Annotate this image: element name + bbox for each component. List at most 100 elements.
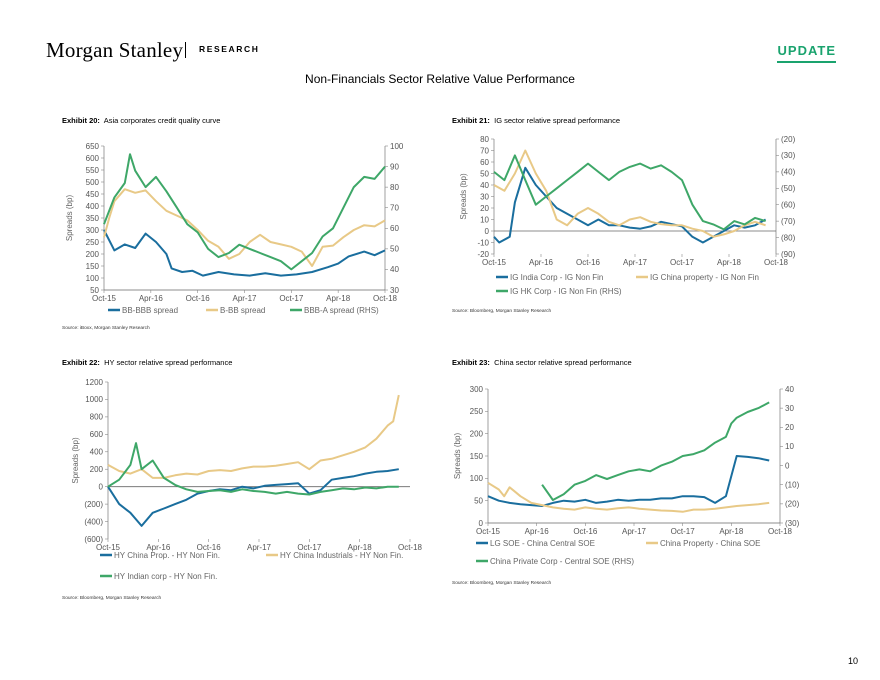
y-tick-label: 150 (86, 262, 100, 271)
y-tick-label: 70 (480, 146, 489, 155)
y-tick-label: 200 (90, 465, 104, 474)
research-label: RESEARCH (199, 44, 260, 54)
x-tick-label: Oct-15 (482, 258, 507, 267)
y-axis-title: Spreads (bp) (453, 433, 462, 480)
y-tick-label: 300 (470, 385, 484, 394)
exhibit-21-source: Source: Bloomberg, Morgan Stanley Resear… (452, 309, 552, 314)
y-tick-label: 30 (480, 192, 489, 201)
y-tick-label: 150 (470, 452, 484, 461)
x-tick-label: Apr-18 (348, 543, 373, 552)
page-header: Morgan Stanley RESEARCH UPDATE (46, 38, 836, 62)
exhibit-title: Asia corporates credit quality curve (103, 116, 221, 125)
page-number: 10 (847, 656, 858, 666)
exhibit-23-source: Source: Bloomberg, Morgan Stanley Resear… (452, 581, 552, 586)
y2-tick-label: (20) (785, 500, 800, 509)
y-tick-label: 0 (99, 482, 104, 491)
y-tick-label: 650 (86, 142, 100, 151)
y-tick-label: 100 (86, 274, 100, 283)
y-tick-label: 400 (86, 202, 100, 211)
y-tick-label: 50 (480, 169, 489, 178)
series-line-2 (107, 442, 399, 496)
series-line-0 (107, 468, 399, 527)
x-tick-label: Oct-16 (186, 294, 211, 303)
legend-entry: IG India Corp - IG Non Fin (510, 273, 603, 282)
y-tick-label: 450 (86, 190, 100, 199)
x-tick-label: Oct-17 (279, 294, 304, 303)
series-line-1 (487, 481, 770, 513)
legend-entry: HY China Prop. - HY Non Fin. (114, 551, 220, 560)
y-axis-title: Spreads (bp) (71, 437, 80, 484)
y2-tick-label: 90 (390, 162, 399, 171)
y2-tick-label: 30 (390, 286, 399, 295)
series-line-2 (541, 401, 770, 501)
page-title: Non-Financials Sector Relative Value Per… (305, 72, 575, 86)
x-tick-label: Oct-16 (576, 258, 601, 267)
y2-tick-label: 20 (785, 423, 794, 432)
y2-tick-label: 40 (785, 385, 794, 394)
update-underline (777, 61, 836, 63)
x-tick-label: Apr-16 (525, 527, 550, 536)
y-axis-title: Spreads (bp) (65, 195, 74, 242)
y2-tick-label: (30) (785, 519, 800, 528)
y-tick-label: 500 (86, 178, 100, 187)
logo-divider (185, 42, 186, 58)
y-tick-label: -10 (477, 238, 489, 247)
exhibit-label: Exhibit 23: (452, 358, 490, 367)
chart-21: -20 -10 0 10 20 30 40 50 60 70 80 (90) (80) (70) (60) (… (459, 135, 796, 296)
x-tick-label: Oct-17 (670, 258, 695, 267)
y-tick-label: 20 (480, 204, 489, 213)
legend-entry: BBB-A spread (RHS) (304, 306, 379, 315)
series-line-2 (493, 154, 766, 231)
legend-entry: China Private Corp - Central SOE (RHS) (490, 557, 634, 566)
y-tick-label: 200 (470, 429, 484, 438)
y-tick-label: 250 (470, 407, 484, 416)
x-tick-label: Oct-18 (373, 294, 398, 303)
y-tick-label: (400) (84, 517, 103, 526)
exhibit-20-heading: Exhibit 20: Asia corporates credit quali… (62, 116, 220, 125)
y-tick-label: 250 (86, 238, 100, 247)
x-tick-label: Apr-16 (139, 294, 164, 303)
exhibit-22-source: Source: Bloomberg, Morgan Stanley Resear… (62, 596, 162, 601)
x-tick-label: Oct-18 (398, 543, 423, 552)
y-tick-label: 600 (86, 154, 100, 163)
y-tick-label: 300 (86, 226, 100, 235)
y-tick-label: 50 (474, 496, 483, 505)
exhibit-label: Exhibit 21: (452, 116, 490, 125)
x-tick-label: Apr-16 (529, 258, 554, 267)
series-line-2 (103, 153, 386, 271)
exhibit-21-heading: Exhibit 21: IG sector relative spread pe… (452, 116, 620, 125)
y2-tick-label: (80) (781, 233, 796, 242)
y2-tick-label: 80 (390, 183, 399, 192)
legend-entry: HY Indian corp - HY Non Fin. (114, 572, 217, 581)
x-tick-label: Apr-17 (247, 543, 272, 552)
x-tick-label: Apr-18 (717, 258, 742, 267)
x-tick-label: Oct-16 (197, 543, 222, 552)
x-tick-label: Apr-18 (326, 294, 351, 303)
exhibit-23-heading: Exhibit 23: China sector relative spread… (452, 358, 632, 367)
x-tick-label: Apr-17 (623, 258, 648, 267)
x-tick-label: Oct-16 (573, 527, 598, 536)
y2-tick-label: (30) (781, 151, 796, 160)
legend-entry: IG China property - IG Non Fin (650, 273, 759, 282)
y-tick-label: 600 (90, 430, 104, 439)
y-tick-label: -20 (477, 250, 489, 259)
y-tick-label: 60 (480, 158, 489, 167)
series-line-1 (103, 188, 386, 267)
legend-entry: IG HK Corp - IG Non Fin (RHS) (510, 287, 622, 296)
y-tick-label: 50 (90, 286, 99, 295)
x-tick-label: Oct-17 (671, 527, 696, 536)
y2-tick-label: 30 (785, 404, 794, 413)
series-line-0 (487, 455, 770, 507)
y2-tick-label: 100 (390, 142, 404, 151)
y-tick-label: 200 (86, 250, 100, 259)
legend-entry: HY China Industrials - HY Non Fin. (280, 551, 403, 560)
y-tick-label: (200) (84, 500, 103, 509)
y-tick-label: 800 (90, 413, 104, 422)
legend-entry: LG SOE - China Central SOE (490, 539, 595, 548)
y2-tick-label: 70 (390, 204, 399, 213)
y-tick-label: 80 (480, 135, 489, 144)
y-tick-label: (600) (84, 535, 103, 544)
exhibit-label: Exhibit 20: (62, 116, 100, 125)
y-tick-label: 1000 (85, 395, 103, 404)
